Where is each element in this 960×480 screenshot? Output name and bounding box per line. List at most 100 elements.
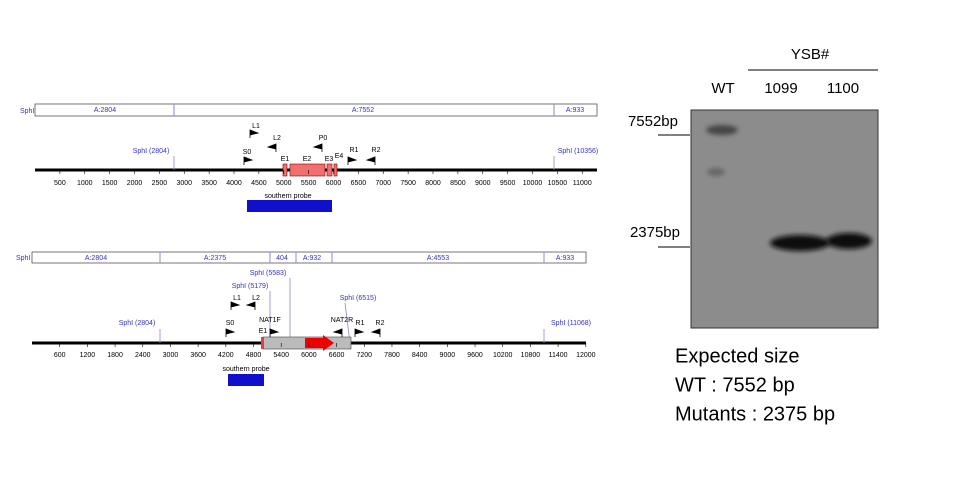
blot-image xyxy=(690,109,879,329)
primer-flag xyxy=(243,156,254,165)
exon-label: E3 xyxy=(325,156,334,163)
fragment-label: A:932 xyxy=(303,255,321,262)
primer-flag xyxy=(347,156,358,165)
tick-label: 6000 xyxy=(326,180,342,187)
primer-label: NAT1F xyxy=(259,317,281,324)
exon-label: E4 xyxy=(335,153,344,160)
primer-label: L1 xyxy=(233,295,241,302)
marker-label: 2375bp xyxy=(630,224,680,241)
tick-label: 2500 xyxy=(152,180,168,187)
lane-label: 1099 xyxy=(764,80,797,97)
tick-label: 11000 xyxy=(573,180,592,187)
tick-label: 7800 xyxy=(384,352,400,359)
tick-label: 1000 xyxy=(77,180,93,187)
primer-flag xyxy=(332,328,343,337)
exon xyxy=(289,163,326,177)
band xyxy=(826,233,872,249)
tick-label: 9600 xyxy=(467,352,483,359)
fragment-label: SphI xyxy=(20,108,34,115)
site-label: SphI (2804) xyxy=(119,320,156,327)
tick-label: 6000 xyxy=(301,352,317,359)
tick-label: 7500 xyxy=(400,180,416,187)
primer-flag xyxy=(230,301,241,310)
primer-flag xyxy=(249,129,260,138)
tick-label: 9000 xyxy=(475,180,491,187)
note-line: Mutants : 2375 bp xyxy=(675,403,835,425)
fragment-label: A:2804 xyxy=(85,255,107,262)
blot xyxy=(658,69,879,329)
tick-label: 2000 xyxy=(127,180,143,187)
lane-label: 1100 xyxy=(827,80,859,97)
primer-label: R1 xyxy=(350,147,359,154)
probe-label: southern probe xyxy=(264,193,311,200)
primer-label: S0 xyxy=(243,149,252,156)
primer-flag xyxy=(354,328,365,337)
map-2 xyxy=(31,251,587,386)
fragment-label: A:2375 xyxy=(204,255,226,262)
band xyxy=(770,235,830,251)
band xyxy=(706,125,738,135)
tick-label: 1800 xyxy=(107,352,123,359)
primer-label: R1 xyxy=(356,320,365,327)
tick-label: 2400 xyxy=(135,352,151,359)
exon xyxy=(333,163,338,177)
primer-flag xyxy=(312,143,323,152)
primer-flag xyxy=(245,301,256,310)
primer-label: L1 xyxy=(252,123,260,130)
site-label: SphI (5179) xyxy=(232,283,269,290)
nat-arrow xyxy=(305,335,334,351)
tick-label: 4500 xyxy=(251,180,267,187)
fragment-label: A:933 xyxy=(566,107,584,114)
fragment-label: 404 xyxy=(276,255,288,262)
site-label: SphI (2804) xyxy=(133,148,170,155)
fragment-label: A:2804 xyxy=(94,107,116,114)
probe-bar xyxy=(228,374,264,386)
group-label: YSB# xyxy=(791,46,830,63)
primer-label: NAT2R xyxy=(331,317,353,324)
primer-flag xyxy=(225,328,236,337)
tick-label: 1200 xyxy=(80,352,96,359)
tick-label: 4000 xyxy=(226,180,242,187)
tick-label: 500 xyxy=(54,180,66,187)
site-line xyxy=(344,302,351,344)
map-1 xyxy=(34,103,598,212)
site-label: SphI (5583) xyxy=(250,270,287,277)
marker-label: 7552bp xyxy=(628,113,678,130)
fragment-label: SphI xyxy=(16,255,30,262)
tick-label: 3000 xyxy=(163,352,179,359)
tick-label: 10200 xyxy=(493,352,513,359)
primer-label: P0 xyxy=(319,135,328,142)
primer-label: R2 xyxy=(376,320,385,327)
site-label: SphI (10356) xyxy=(558,148,598,155)
lane-label: WT xyxy=(711,80,734,97)
tick-label: 5400 xyxy=(273,352,289,359)
tick-label: 6500 xyxy=(351,180,367,187)
tick-label: 6600 xyxy=(329,352,345,359)
tick-label: 4200 xyxy=(218,352,234,359)
primer-label: R2 xyxy=(372,147,381,154)
primer-flag xyxy=(370,328,381,337)
exon-label: E1 xyxy=(281,156,290,163)
tick-label: 3000 xyxy=(176,180,192,187)
site-label: SphI (6515) xyxy=(340,295,377,302)
tick-label: 7200 xyxy=(356,352,372,359)
fragment-label: A:7552 xyxy=(352,107,374,114)
primer-flag xyxy=(269,328,280,337)
tick-label: 3600 xyxy=(190,352,206,359)
fragment-bar xyxy=(34,103,598,117)
tick-label: 9500 xyxy=(500,180,516,187)
tick-label: 4800 xyxy=(246,352,262,359)
exon xyxy=(282,163,288,177)
exon xyxy=(261,337,264,349)
exon xyxy=(326,163,333,177)
tick-label: 8000 xyxy=(425,180,441,187)
primer-label: L2 xyxy=(273,135,281,142)
tick-label: 8400 xyxy=(412,352,428,359)
tick-label: 10000 xyxy=(523,180,543,187)
tick-label: 9000 xyxy=(440,352,456,359)
primer-flag xyxy=(365,156,376,165)
tick-label: 7000 xyxy=(375,180,391,187)
fragment-bar xyxy=(31,251,587,264)
tick-label: 5500 xyxy=(301,180,317,187)
